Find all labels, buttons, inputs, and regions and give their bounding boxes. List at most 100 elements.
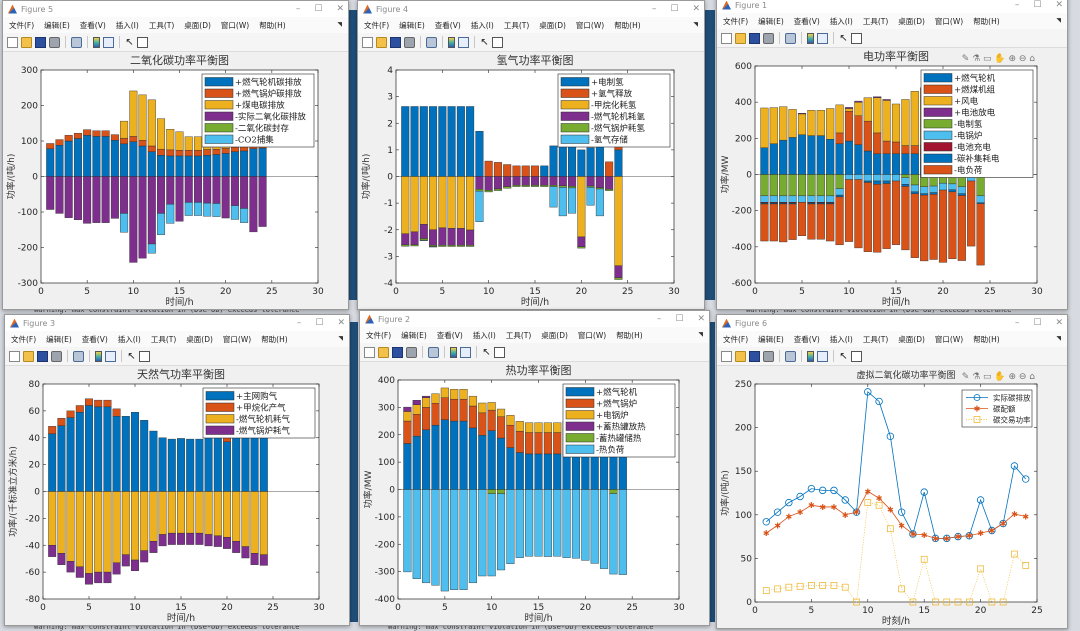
menu-item[interactable]: 文件(F): [723, 16, 749, 26]
menu-item[interactable]: 帮助(H): [261, 334, 288, 344]
menu-item[interactable]: 工具(T): [148, 20, 175, 30]
property-inspector-icon[interactable]: [492, 36, 503, 48]
menu-item[interactable]: 编辑(E): [758, 16, 784, 26]
menu-item[interactable]: 窗口(W): [222, 334, 252, 344]
menu-item[interactable]: 帮助(H): [973, 334, 1000, 344]
open-folder-icon[interactable]: [735, 350, 746, 362]
link-plot-icon[interactable]: [73, 350, 84, 362]
menu-item[interactable]: 窗口(W): [575, 20, 605, 30]
print-icon[interactable]: [51, 350, 62, 362]
edit-pointer-icon[interactable]: ↖: [482, 346, 491, 358]
maximize-icon[interactable]: ☐: [315, 318, 324, 328]
axes-toolbar-icons[interactable]: ✎ ⚗ ▭ ✋ ⊕ ⊖ ⌂: [962, 370, 1036, 382]
menu-item[interactable]: 桌面(D): [184, 20, 211, 30]
menu-item[interactable]: 工具(T): [503, 20, 530, 30]
menu-item[interactable]: 编辑(E): [758, 334, 784, 344]
menu-item[interactable]: 工具(T): [505, 330, 532, 340]
menu-item[interactable]: 文件(F): [11, 334, 37, 344]
property-inspector-icon[interactable]: [494, 346, 505, 358]
colorbar-icon[interactable]: [448, 36, 455, 48]
menu-item[interactable]: 窗口(W): [934, 334, 964, 344]
minimize-icon[interactable]: –: [295, 4, 301, 14]
maximize-icon[interactable]: ☐: [1033, 0, 1042, 10]
dock-arrow-icon[interactable]: ◥: [1056, 17, 1061, 24]
menu-item[interactable]: 窗口(W): [577, 330, 607, 340]
print-icon[interactable]: [49, 36, 60, 48]
menu-item[interactable]: 桌面(D): [186, 334, 213, 344]
colorbar-icon[interactable]: [807, 32, 814, 44]
legend-icon[interactable]: [458, 36, 469, 48]
open-folder-icon[interactable]: [21, 36, 32, 48]
axes-toolbar-icons[interactable]: ✎ ⚗ ▭ ✋ ⊕ ⊖ ⌂: [962, 52, 1036, 64]
close-icon[interactable]: ✕: [336, 4, 344, 14]
menu-item[interactable]: 插入(I): [829, 16, 853, 26]
minimize-icon[interactable]: –: [296, 318, 302, 328]
figure-window-2[interactable]: Figure 2 – ☐ ✕ 文件(F) 编辑(E) 查看(V) 插入(I) 工具(T) 桌面(D…: [359, 310, 710, 626]
property-inspector-icon[interactable]: [137, 36, 148, 48]
menu-item[interactable]: 桌面(D): [539, 20, 566, 30]
legend-icon[interactable]: [105, 350, 116, 362]
new-file-icon[interactable]: [364, 346, 375, 358]
link-plot-icon[interactable]: [426, 36, 437, 48]
save-icon[interactable]: [749, 32, 760, 44]
colorbar-icon[interactable]: [807, 350, 814, 362]
legend-icon[interactable]: [460, 346, 471, 358]
menu-item[interactable]: 编辑(E): [46, 334, 72, 344]
new-file-icon[interactable]: [721, 350, 732, 362]
print-icon[interactable]: [763, 32, 774, 44]
menu-item[interactable]: 帮助(H): [259, 20, 286, 30]
menu-item[interactable]: 文件(F): [9, 20, 35, 30]
new-file-icon[interactable]: [362, 36, 373, 48]
menu-item[interactable]: 工具(T): [862, 334, 889, 344]
close-icon[interactable]: ✕: [1055, 318, 1063, 328]
dock-arrow-icon[interactable]: ◥: [1056, 335, 1061, 342]
menu-item[interactable]: 窗口(W): [934, 16, 964, 26]
figure-window-4[interactable]: Figure 4 – ☐ ✕ 文件(F) 编辑(E) 查看(V) 插入(I) 工具(T) 桌面(D…: [357, 0, 705, 310]
menu-item[interactable]: 桌面(D): [541, 330, 568, 340]
figure-window-3[interactable]: Figure 3 – ☐ ✕ 文件(F) 编辑(E) 查看(V) 插入(I) 工具(T) 桌面(D…: [4, 314, 350, 626]
dock-arrow-icon[interactable]: ◥: [337, 21, 342, 28]
save-icon[interactable]: [392, 346, 403, 358]
minimize-icon[interactable]: –: [1014, 0, 1020, 10]
print-icon[interactable]: [763, 350, 774, 362]
menu-item[interactable]: 查看(V): [81, 334, 108, 344]
new-file-icon[interactable]: [7, 36, 18, 48]
property-inspector-icon[interactable]: [851, 32, 862, 44]
menu-item[interactable]: 查看(V): [79, 20, 106, 30]
menu-item[interactable]: 查看(V): [793, 16, 820, 26]
menu-item[interactable]: 插入(I): [117, 334, 141, 344]
minimize-icon[interactable]: –: [651, 4, 657, 14]
link-plot-icon[interactable]: [428, 346, 439, 358]
menu-item[interactable]: 编辑(E): [44, 20, 70, 30]
maximize-icon[interactable]: ☐: [1033, 318, 1042, 328]
close-icon[interactable]: ✕: [692, 4, 700, 14]
menu-item[interactable]: 工具(T): [150, 334, 177, 344]
close-icon[interactable]: ✕: [697, 314, 705, 324]
link-plot-icon[interactable]: [785, 32, 796, 44]
dock-arrow-icon[interactable]: ◥: [338, 335, 343, 342]
save-icon[interactable]: [390, 36, 401, 48]
close-icon[interactable]: ✕: [337, 318, 345, 328]
colorbar-icon[interactable]: [93, 36, 100, 48]
edit-pointer-icon[interactable]: ↖: [839, 350, 848, 362]
menu-item[interactable]: 查看(V): [793, 334, 820, 344]
minimize-icon[interactable]: –: [1014, 318, 1020, 328]
property-inspector-icon[interactable]: [851, 350, 862, 362]
menu-item[interactable]: 编辑(E): [399, 20, 425, 30]
link-plot-icon[interactable]: [785, 350, 796, 362]
save-icon[interactable]: [37, 350, 48, 362]
menu-item[interactable]: 帮助(H): [616, 330, 643, 340]
print-icon[interactable]: [406, 346, 417, 358]
menu-item[interactable]: 工具(T): [862, 16, 889, 26]
legend-icon[interactable]: [103, 36, 114, 48]
menu-item[interactable]: 桌面(D): [898, 16, 925, 26]
figure-window-6[interactable]: Figure 6 – ☐ ✕ 文件(F) 编辑(E) 查看(V) 插入(I) 工具(T) 桌面(D…: [716, 314, 1068, 629]
legend-icon[interactable]: [817, 350, 828, 362]
link-plot-icon[interactable]: [71, 36, 82, 48]
legend-icon[interactable]: [817, 32, 828, 44]
menu-item[interactable]: 编辑(E): [401, 330, 427, 340]
edit-pointer-icon[interactable]: ↖: [480, 36, 489, 48]
menu-item[interactable]: 帮助(H): [973, 16, 1000, 26]
edit-pointer-icon[interactable]: ↖: [127, 350, 136, 362]
menu-item[interactable]: 桌面(D): [898, 334, 925, 344]
